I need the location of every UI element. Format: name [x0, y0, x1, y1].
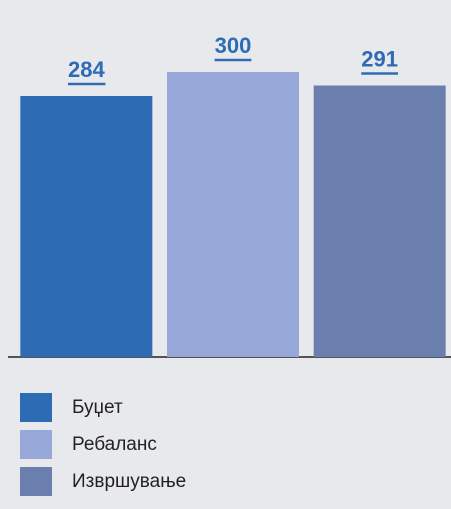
- bar: [313, 85, 446, 357]
- legend-label: Ребаланс: [72, 434, 157, 455]
- bar: [167, 72, 299, 357]
- legend-swatch: [20, 430, 52, 459]
- legend-swatch: [20, 393, 52, 422]
- data-label: 291: [361, 46, 398, 71]
- legend-label: Буџет: [72, 397, 123, 418]
- data-label: 300: [215, 33, 252, 58]
- legend-label: Извршување: [72, 471, 186, 492]
- bar: [20, 96, 153, 357]
- data-label: 284: [68, 57, 105, 82]
- legend-swatch: [20, 467, 52, 496]
